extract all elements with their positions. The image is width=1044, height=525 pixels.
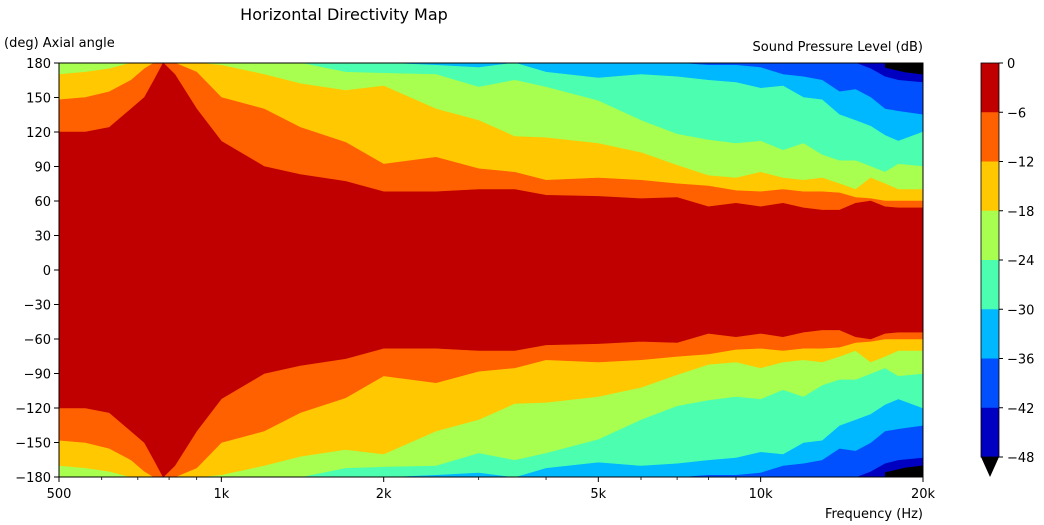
colorbar-tick-label: −36	[1007, 353, 1034, 368]
x-tick-label: 1k	[213, 487, 229, 502]
x-tick-label: 5k	[590, 487, 606, 502]
y-axis-label: (deg) Axial angle	[4, 36, 115, 51]
colorbar-swatch	[981, 210, 999, 261]
x-axis-ticks: 500 1k 2k 5k 10k 20k	[47, 477, 936, 502]
colorbar-swatch	[981, 161, 999, 212]
x-axis-label: Frequency (Hz)	[825, 507, 923, 522]
y-tick-label: 90	[34, 161, 51, 176]
colorbar-tick-label: 0	[1007, 57, 1015, 72]
contour-band-6	[59, 143, 923, 397]
y-tick-label: −60	[24, 333, 51, 348]
colorbar-tick-label: −24	[1007, 254, 1034, 269]
y-tick-label: −150	[15, 437, 51, 452]
colorbar-swatch	[981, 309, 999, 359]
colorbar-label: Sound Pressure Level (dB)	[753, 40, 923, 55]
colorbar-swatch	[981, 407, 999, 458]
y-tick-label: 0	[43, 264, 51, 279]
chart-title: Horizontal Directivity Map	[240, 5, 448, 24]
x-tick-label: 500	[47, 487, 72, 502]
y-tick-label: 150	[26, 92, 51, 107]
y-tick-label: 180	[26, 57, 51, 72]
colorbar-extend-arrow	[981, 457, 999, 477]
colorbar-tick-label: −12	[1007, 156, 1034, 171]
colorbar-tick-label: −6	[1007, 106, 1026, 121]
under-range-region	[884, 465, 923, 477]
y-axis-ticks: 180 150 120 90 60 30 0 −30 −60 −90 −120 −150 −180	[15, 57, 59, 486]
colorbar-swatch	[981, 112, 999, 162]
y-tick-label: −30	[24, 299, 51, 314]
x-tick-label: 10k	[749, 487, 774, 502]
colorbar-tick-label: −42	[1007, 402, 1034, 417]
colorbar-swatch	[981, 63, 999, 113]
y-tick-label: 120	[26, 126, 51, 141]
colorbar-swatch	[981, 260, 999, 310]
colorbar: 0 −6 −12 −18 −24 −30 −36 −42 −48	[980, 57, 1034, 477]
y-tick-label: 60	[34, 195, 51, 210]
y-tick-label: −120	[15, 402, 51, 417]
y-tick-label: 30	[34, 230, 51, 245]
colorbar-tick-label: −30	[1007, 303, 1034, 318]
y-tick-label: −90	[24, 368, 51, 383]
heatmap-area	[59, 63, 923, 477]
colorbar-tick-label: −48	[1007, 451, 1034, 466]
colorbar-swatch	[981, 358, 999, 409]
x-tick-label: 20k	[911, 487, 936, 502]
x-tick-label: 2k	[376, 487, 392, 502]
colorbar-tick-label: −18	[1007, 205, 1034, 220]
y-tick-label: −180	[15, 471, 51, 486]
under-range-region	[884, 63, 923, 75]
